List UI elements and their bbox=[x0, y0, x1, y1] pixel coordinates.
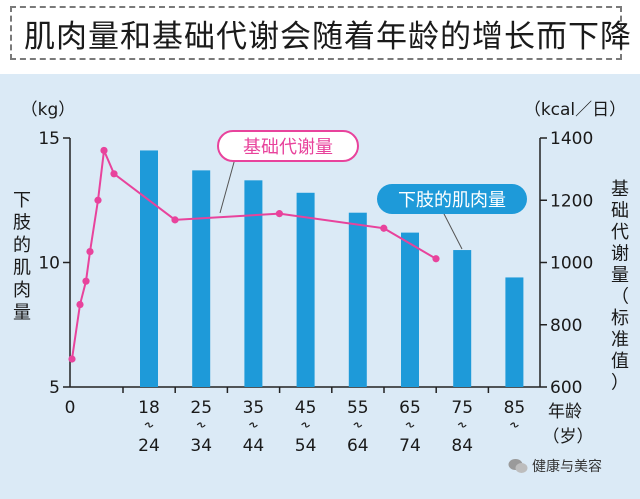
bar-callout-leader bbox=[441, 209, 463, 250]
line-point-3 bbox=[86, 248, 94, 256]
category-tilde-7 bbox=[509, 422, 519, 428]
bar-3 bbox=[296, 192, 315, 387]
tick-label-right-800: 800 bbox=[550, 316, 582, 336]
line-point-8 bbox=[275, 210, 283, 218]
line-point-0 bbox=[68, 355, 76, 363]
line-point-2 bbox=[82, 277, 90, 285]
line-point-10 bbox=[432, 255, 440, 263]
line-point-4 bbox=[94, 196, 102, 204]
title-box: 肌肉量和基础代谢会随着年龄的增长而下降 bbox=[10, 6, 631, 60]
category-top-6: 75 bbox=[451, 398, 473, 418]
category-bottom-1: 34 bbox=[190, 436, 212, 456]
y-right-label: 基础代谢量（标准值） bbox=[611, 179, 629, 394]
line-point-9 bbox=[380, 224, 388, 232]
line-point-7 bbox=[171, 216, 179, 224]
category-top-7: 85 bbox=[504, 398, 526, 418]
tick-label-left-5: 5 bbox=[49, 378, 60, 398]
y-right-unit: （kcal／日） bbox=[524, 100, 626, 120]
line-point-5 bbox=[100, 146, 108, 155]
category-tilde-4 bbox=[353, 422, 363, 428]
tick-label-right-1000: 1000 bbox=[550, 254, 593, 274]
category-tilde-2 bbox=[248, 422, 258, 428]
bar-6 bbox=[453, 250, 472, 387]
bar-callout-box bbox=[377, 184, 527, 214]
line-callout-leader bbox=[219, 154, 237, 214]
category-top-1: 25 bbox=[190, 398, 212, 418]
bar-5 bbox=[401, 232, 419, 387]
watermark-text: 健康与美容 bbox=[532, 459, 602, 475]
category-top-5: 65 bbox=[399, 398, 421, 418]
category-bottom-6: 84 bbox=[451, 436, 473, 456]
category-bottom-4: 64 bbox=[347, 436, 369, 456]
category-bottom-0: 24 bbox=[138, 436, 160, 456]
y-left-unit: （kg） bbox=[21, 100, 76, 120]
tick-label-right-1200: 1200 bbox=[550, 191, 593, 211]
bar-7 bbox=[505, 277, 524, 387]
line-point-6 bbox=[110, 170, 118, 178]
category-top-0: 18 bbox=[138, 398, 160, 418]
line-callout-box bbox=[217, 130, 359, 162]
tick-label-right-1400: 1400 bbox=[550, 129, 593, 149]
category-top-2: 35 bbox=[243, 398, 265, 418]
tick-label-left-10: 10 bbox=[38, 254, 60, 274]
category-tilde-6 bbox=[457, 422, 467, 428]
line-point-1 bbox=[76, 300, 84, 309]
bar-4 bbox=[348, 212, 367, 387]
category-tilde-3 bbox=[301, 422, 311, 428]
x-zero-label: 0 bbox=[65, 398, 76, 418]
bar-0 bbox=[140, 150, 158, 387]
bar-2 bbox=[244, 180, 263, 387]
tick-label-right-600: 600 bbox=[550, 378, 582, 398]
category-top-3: 45 bbox=[295, 398, 317, 418]
x-axis-unit: （岁） bbox=[543, 427, 594, 447]
category-top-4: 55 bbox=[347, 398, 369, 418]
watermark: 健康与美容 bbox=[508, 456, 602, 476]
page-title: 肌肉量和基础代谢会随着年龄的增长而下降 bbox=[24, 18, 632, 55]
line-callout-text: 基础代谢量 bbox=[243, 137, 333, 158]
category-bottom-2: 44 bbox=[243, 436, 265, 456]
category-tilde-5 bbox=[405, 422, 415, 428]
category-tilde-1 bbox=[196, 422, 206, 428]
category-bottom-3: 54 bbox=[295, 436, 317, 456]
bar-callout-text: 下肢的肌肉量 bbox=[398, 190, 506, 211]
x-axis-label: 年龄 bbox=[548, 402, 582, 422]
y-left-label: 下肢的肌肉量 bbox=[13, 190, 31, 324]
tick-label-left-15: 15 bbox=[38, 129, 60, 149]
category-bottom-5: 74 bbox=[399, 436, 421, 456]
bar-1 bbox=[192, 170, 211, 387]
category-tilde-0 bbox=[144, 422, 154, 428]
wechat-icon bbox=[508, 459, 528, 473]
